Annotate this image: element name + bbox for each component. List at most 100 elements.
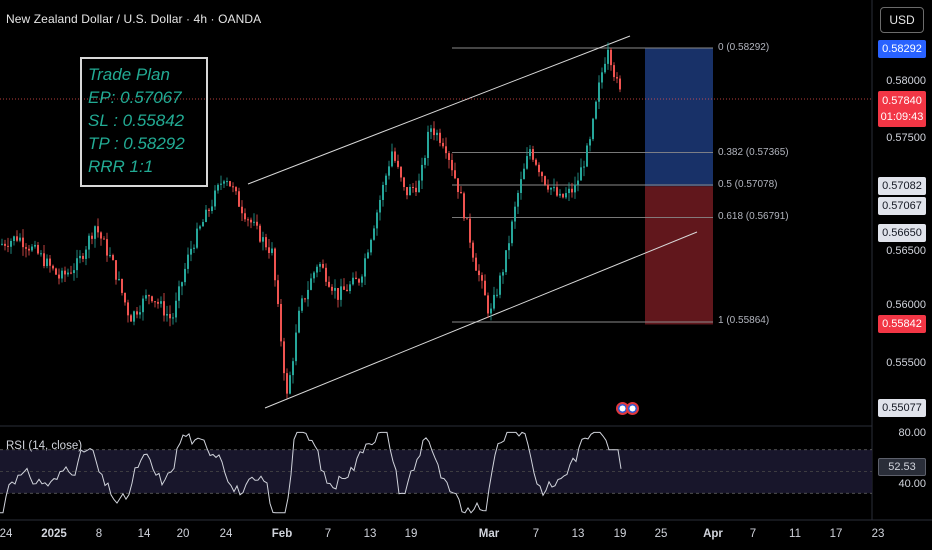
candle-body — [598, 82, 600, 102]
candle-body — [310, 278, 312, 290]
price-tick-57500: 0.57500 — [886, 132, 926, 144]
candle-body — [529, 149, 531, 157]
time-axis-label: 13 — [571, 528, 585, 540]
candle-body — [364, 258, 366, 277]
candle-body — [340, 286, 342, 300]
time-axis-label: 2025 — [41, 528, 67, 540]
candle-body — [481, 275, 483, 281]
candle-body — [448, 153, 450, 160]
time-axis-label: 17 — [829, 528, 843, 540]
candle-body — [577, 180, 579, 185]
candle-body — [28, 248, 30, 251]
candle-body — [370, 239, 372, 253]
candle-body — [475, 257, 477, 271]
candle-body — [316, 266, 318, 273]
time-axis-label: 13 — [363, 528, 377, 540]
fib-label-0382: 0.382 (0.57365) — [718, 147, 789, 158]
candle-body — [292, 361, 294, 376]
candle-body — [97, 226, 99, 233]
trade-plan-note[interactable]: Trade Plan EP: 0.57067 SL : 0.55842 TP :… — [80, 57, 208, 187]
candle-body — [454, 170, 456, 179]
time-axis-label: 8 — [95, 528, 103, 540]
sl-price-badge: 0.55842 — [878, 315, 926, 333]
candle-body — [349, 284, 351, 292]
candle-body — [607, 49, 609, 64]
candle-body — [229, 181, 231, 187]
candle-body — [169, 314, 171, 319]
low-price-badge: 0.55077 — [878, 399, 926, 417]
candle-body — [589, 139, 591, 146]
trade-plan-title: Trade Plan — [88, 65, 170, 84]
candle-body — [328, 281, 330, 287]
candle-body — [502, 272, 504, 276]
candle-body — [388, 166, 390, 176]
rsi-indicator-label[interactable]: RSI (14, close) — [6, 440, 83, 452]
candle-body — [469, 218, 471, 243]
candle-body — [274, 248, 276, 281]
candle-body — [130, 315, 132, 322]
us-flag-event-icon[interactable] — [626, 402, 639, 415]
candle-body — [109, 255, 111, 257]
candle-body — [10, 240, 12, 247]
currency-button[interactable]: USD — [880, 7, 924, 33]
rsi-tick-40: 40.00 — [898, 478, 926, 490]
fib-label-1: 1 (0.55864) — [718, 315, 770, 326]
time-axis-label: 11 — [789, 528, 801, 540]
candle-body — [166, 314, 168, 316]
current-price-badge: 0.57840 01:09:43 — [878, 91, 926, 127]
candle-body — [421, 164, 423, 181]
price-tick-55500: 0.55500 — [886, 357, 926, 369]
candle-body — [568, 188, 570, 194]
candle-body — [46, 258, 48, 267]
candle-body — [118, 278, 120, 280]
candle-body — [610, 49, 612, 66]
candle-body — [508, 243, 510, 251]
candle-body — [22, 237, 24, 248]
time-axis-label: 20 — [176, 528, 190, 540]
tp-price-badge: 0.58292 — [878, 40, 926, 58]
candle-body — [478, 270, 480, 276]
candle-body — [253, 221, 255, 223]
candle-body — [223, 181, 225, 184]
time-axis-label: 23 — [871, 528, 885, 540]
candle-body — [196, 228, 198, 248]
candle-body — [211, 206, 213, 211]
candle-body — [442, 142, 444, 147]
candle-body — [103, 238, 105, 240]
channel-upper-line — [247, 35, 631, 185]
candle-body — [343, 286, 345, 290]
candle-body — [142, 298, 144, 313]
trade-plan-stop-loss: SL : 0.55842 — [88, 111, 185, 130]
candle-body — [334, 287, 336, 291]
candle-body — [361, 276, 363, 283]
stop-loss-zone — [645, 186, 713, 325]
candle-body — [412, 186, 414, 188]
candle-body — [7, 245, 9, 247]
candle-body — [235, 187, 237, 192]
time-axis-label: Apr — [703, 528, 723, 540]
candle-body — [457, 178, 459, 192]
candle-body — [52, 265, 54, 269]
candle-body — [133, 311, 135, 322]
time-axis-label: Mar — [478, 528, 500, 540]
candle-body — [394, 151, 396, 161]
candle-body — [70, 272, 72, 274]
candle-body — [400, 166, 402, 178]
take-profit-zone — [645, 48, 713, 187]
trade-plan-rrr: RRR 1:1 — [88, 157, 154, 176]
candle-body — [403, 177, 405, 188]
candle-body — [139, 312, 141, 315]
candle-body — [382, 184, 384, 200]
candle-body — [517, 192, 519, 207]
candle-body — [202, 221, 204, 227]
candle-body — [280, 304, 282, 342]
candle-body — [466, 218, 468, 220]
candle-body — [49, 258, 51, 266]
candle-body — [313, 272, 315, 279]
candle-body — [121, 278, 123, 293]
candle-body — [241, 206, 243, 214]
candle-body — [151, 296, 153, 302]
symbol-title: New Zealand Dollar / U.S. Dollar · 4h · … — [6, 12, 262, 26]
candle-body — [301, 298, 303, 311]
